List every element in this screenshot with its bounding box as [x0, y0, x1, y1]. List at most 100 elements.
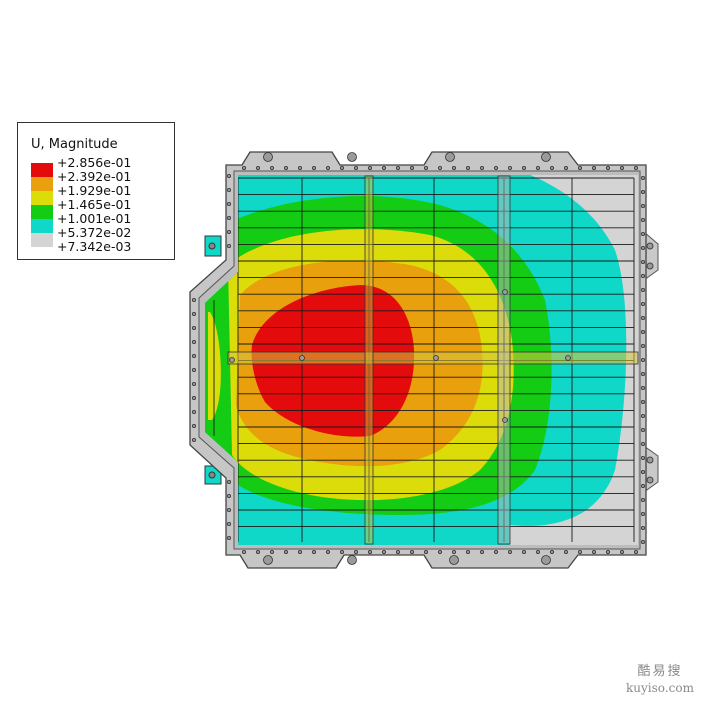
- frame-bolt: [606, 550, 611, 555]
- frame-bolt: [226, 173, 231, 178]
- legend-label: +1.465e-01: [57, 197, 132, 212]
- frame-bolt: [191, 311, 196, 316]
- frame-bolt: [191, 437, 196, 442]
- frame-bolt: [367, 550, 372, 555]
- frame-bolt: [241, 550, 246, 555]
- frame-bolt: [641, 357, 646, 362]
- large-bolt: [449, 555, 459, 565]
- beam-bolt: [502, 289, 508, 295]
- frame-bolt: [522, 165, 527, 170]
- large-bolt: [541, 555, 551, 565]
- legend-entry: +1.465e-01: [31, 197, 171, 219]
- legend-title: U, Magnitude: [31, 137, 118, 152]
- legend-swatch-red: [31, 163, 53, 177]
- left-bracket-upper: [204, 235, 222, 257]
- frame-bolt: [641, 512, 646, 517]
- frame-bolt: [479, 550, 484, 555]
- vertical-beam-right: [497, 175, 511, 545]
- frame-bolt: [641, 371, 646, 376]
- frame-bolt: [409, 165, 414, 170]
- frame-bolt: [641, 315, 646, 320]
- frame-bolt: [641, 385, 646, 390]
- frame-bolt: [325, 550, 330, 555]
- beam-bolt: [433, 355, 439, 361]
- large-bolt: [347, 152, 357, 162]
- legend-swatch-yellow: [31, 191, 53, 205]
- frame-bolt: [283, 165, 288, 170]
- frame-bolt: [191, 353, 196, 358]
- frame-bolt: [641, 203, 646, 208]
- legend-entry: +2.392e-01: [31, 169, 171, 191]
- frame-bolts: [191, 152, 646, 565]
- frame-bolt: [564, 165, 569, 170]
- frame-bolt: [550, 550, 555, 555]
- legend-label: +2.856e-01: [57, 155, 132, 170]
- frame-bolt: [507, 165, 512, 170]
- frame-bolt: [507, 550, 512, 555]
- frame-bolt: [641, 231, 646, 236]
- frame-bolt: [641, 427, 646, 432]
- frame-bolt: [536, 550, 541, 555]
- frame-bolt: [641, 245, 646, 250]
- legend-label: +1.929e-01: [57, 183, 132, 198]
- beam-bolt: [502, 417, 508, 423]
- watermark-url-text: kuyiso.com: [626, 681, 694, 695]
- legend-entry: +1.001e-01: [31, 211, 171, 233]
- frame-bolt: [550, 165, 555, 170]
- frame-bolt: [641, 259, 646, 264]
- frame-bolt: [226, 215, 231, 220]
- frame-bolt: [283, 550, 288, 555]
- legend-swatch-orange: [31, 177, 53, 191]
- frame-bolt: [395, 550, 400, 555]
- beam-bolt: [299, 355, 305, 361]
- frame-bolt: [226, 479, 231, 484]
- frame-bolt: [641, 526, 646, 531]
- frame-bolt: [536, 165, 541, 170]
- frame-bolt: [641, 217, 646, 222]
- frame-bolt: [226, 201, 231, 206]
- frame-bolt: [437, 550, 442, 555]
- frame-bolt: [226, 229, 231, 234]
- large-bolt: [541, 152, 551, 162]
- frame-bolt: [522, 550, 527, 555]
- frame-bolt: [226, 522, 231, 527]
- frame-bolt: [191, 423, 196, 428]
- horizontal-cross-beam: [227, 351, 639, 365]
- frame-bolt: [269, 550, 274, 555]
- frame-bolt: [191, 381, 196, 386]
- frame-bolt: [269, 165, 274, 170]
- frame-bolt: [409, 550, 414, 555]
- legend-swatch-gray: [31, 233, 53, 247]
- frame-bolt: [423, 550, 428, 555]
- frame-bolt: [381, 550, 386, 555]
- frame-bolt: [395, 165, 400, 170]
- frame-bolt: [226, 493, 231, 498]
- frame-bolt: [592, 165, 597, 170]
- frame-bolt: [641, 483, 646, 488]
- frame-bolt: [493, 165, 498, 170]
- frame-bolt: [641, 301, 646, 306]
- frame-bolt: [641, 175, 646, 180]
- legend-label: +1.001e-01: [57, 211, 132, 226]
- frame-bolt: [353, 550, 358, 555]
- frame-bolt: [641, 497, 646, 502]
- frame-bolt: [641, 413, 646, 418]
- large-bolt: [347, 555, 357, 565]
- frame-bolt: [255, 165, 260, 170]
- frame-bolt: [191, 367, 196, 372]
- frame-bolt: [578, 550, 583, 555]
- large-bolt: [445, 152, 455, 162]
- legend-swatch-green: [31, 205, 53, 219]
- legend-entry: +5.372e-02: [31, 225, 171, 247]
- frame-bolt: [297, 165, 302, 170]
- frame-bolt: [191, 325, 196, 330]
- legend-label: +7.342e-03: [57, 239, 132, 254]
- frame-bolt: [241, 165, 246, 170]
- vertical-beam-left: [364, 175, 374, 545]
- frame-bolt: [641, 273, 646, 278]
- legend-swatch-cyan: [31, 219, 53, 233]
- frame-bolt: [226, 536, 231, 541]
- frame-bolt: [641, 441, 646, 446]
- frame-bolt: [641, 540, 646, 545]
